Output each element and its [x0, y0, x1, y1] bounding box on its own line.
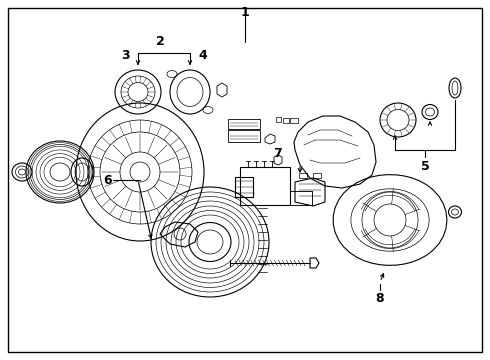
Text: 7: 7 [273, 147, 282, 160]
Bar [228, 130, 260, 142]
Text: 5: 5 [420, 160, 429, 173]
Bar [240, 167, 290, 205]
Text: 8: 8 [376, 292, 384, 305]
Bar [313, 173, 321, 178]
Bar [290, 191, 312, 205]
Bar [290, 191, 312, 205]
Bar [235, 177, 253, 197]
Bar [290, 118, 298, 123]
Text: 2: 2 [156, 35, 164, 48]
Text: 1: 1 [241, 6, 249, 19]
Bar [299, 173, 307, 178]
Text: 3: 3 [122, 49, 130, 62]
Bar [228, 119, 260, 129]
Bar [283, 117, 289, 122]
Bar [276, 117, 281, 122]
Text: 6: 6 [103, 174, 112, 186]
Text: 4: 4 [198, 49, 207, 62]
